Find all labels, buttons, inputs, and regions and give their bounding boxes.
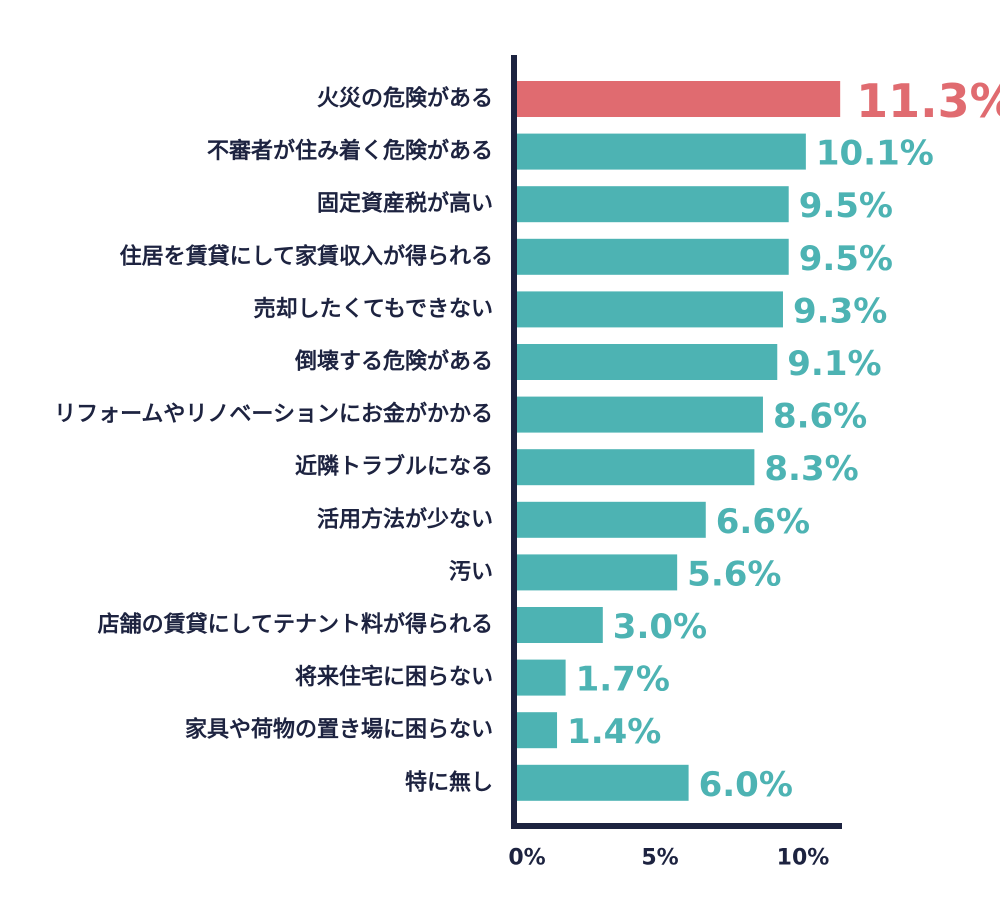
bar-6 bbox=[517, 396, 763, 433]
category-label-10: 店舗の賃貸にしてテナント料が得られる bbox=[98, 612, 493, 638]
category-label-8: 活用方法が少ない bbox=[317, 506, 493, 532]
category-label-3: 住居を賃貸にして家賃収入が得られる bbox=[120, 243, 493, 269]
x-tick-label-2: 10% bbox=[777, 846, 830, 871]
value-label-7: 8.3% bbox=[764, 449, 858, 489]
x-tick-label-1: 5% bbox=[641, 846, 678, 871]
x-tick-labels-group: 0% 5% 10% bbox=[508, 846, 829, 871]
value-label-5: 9.1% bbox=[787, 344, 881, 384]
value-label-2: 9.5% bbox=[799, 186, 893, 226]
value-label-12: 1.4% bbox=[567, 712, 661, 752]
value-label-4: 9.3% bbox=[793, 291, 887, 331]
category-label-0: 火災の危険がある bbox=[317, 86, 493, 112]
value-label-6: 8.6% bbox=[773, 397, 867, 437]
category-label-12: 家具や荷物の置き場に困らない bbox=[185, 717, 493, 743]
bar-8 bbox=[517, 501, 706, 538]
category-label-7: 近隣トラブルになる bbox=[295, 454, 493, 480]
value-label-11: 1.7% bbox=[576, 660, 670, 700]
bar-7 bbox=[517, 449, 755, 486]
value-label-9: 5.6% bbox=[687, 554, 781, 594]
value-label-13: 6.0% bbox=[699, 765, 793, 805]
value-label-3: 9.5% bbox=[799, 239, 893, 279]
bar-12 bbox=[517, 712, 558, 749]
bar-9 bbox=[517, 554, 678, 591]
value-label-0: 11.3% bbox=[856, 74, 1000, 128]
bars-group bbox=[517, 81, 841, 801]
category-label-1: 不審者が住み着く危険がある bbox=[207, 138, 493, 164]
bar-11 bbox=[517, 659, 566, 696]
category-label-11: 将来住宅に困らない bbox=[295, 664, 493, 690]
value-label-1: 10.1% bbox=[816, 134, 934, 174]
bar-1 bbox=[517, 133, 806, 170]
value-label-10: 3.0% bbox=[613, 607, 707, 647]
bar-13 bbox=[517, 764, 689, 801]
bar-3 bbox=[517, 238, 789, 275]
value-labels-group: 11.3% 10.1% 9.5% 9.5% 9.3% 9.1% 8.6% 8.3% 6.6% 5.… bbox=[567, 74, 1000, 805]
category-label-5: 倒壊する危険がある bbox=[294, 349, 493, 375]
bar-0 bbox=[517, 81, 841, 117]
bar-10 bbox=[517, 607, 603, 643]
category-label-9: 汚い bbox=[449, 560, 493, 585]
category-label-6: リフォームやリノベーションにお金がかかる bbox=[54, 401, 493, 427]
bar-5 bbox=[517, 344, 778, 380]
value-label-8: 6.6% bbox=[716, 502, 810, 542]
category-labels-group: 火災の危険がある不審者が住み着く危険がある固定資産税が高い住居を賃貸にして家賃収… bbox=[54, 86, 493, 796]
x-tick-label-0: 0% bbox=[508, 846, 545, 871]
bar-2 bbox=[517, 186, 789, 223]
bar-4 bbox=[517, 291, 783, 328]
category-label-2: 固定資産税が高い bbox=[317, 191, 493, 217]
category-label-4: 売却したくてもできない bbox=[254, 296, 493, 322]
category-label-13: 特に無し bbox=[405, 769, 493, 795]
